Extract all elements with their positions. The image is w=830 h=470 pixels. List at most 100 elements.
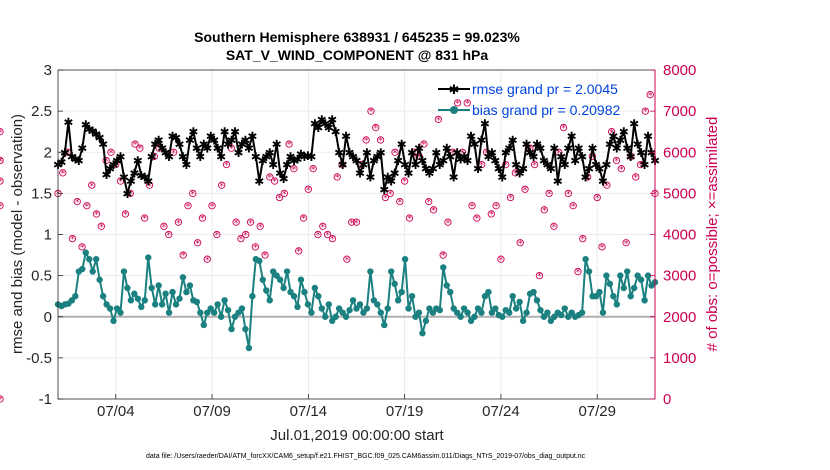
rmse-point: ✱ [466,129,476,143]
rmse-point: ✱ [581,170,591,184]
rmse-point: ✱ [102,168,112,182]
obs-possible-marker [328,234,337,243]
rmse-point: ✱ [206,129,216,143]
obs-assimilated-marker: * [412,149,417,159]
obs-assimilated-marker: * [330,235,335,245]
rmse-point: ✱ [334,146,344,160]
bias-point [179,274,187,281]
obs-assimilated-marker: * [508,194,513,204]
bias-point [96,276,103,283]
obs-assimilated-marker: * [552,223,557,233]
rmse-point: ✱ [497,170,507,184]
rmse-point: ✱ [560,158,570,172]
bias-point [322,313,329,320]
legend-rmse-marker: ✱ [449,83,460,98]
rmse-point: ✱ [563,142,573,156]
rmse-point: ✱ [67,150,77,164]
rmse-point: ✱ [115,150,125,164]
x-tick-label: 07/29 [578,403,616,420]
rmse-point: ✱ [147,150,157,164]
obs-assimilated-marker: * [268,174,273,184]
rmse-point: ✱ [487,146,497,160]
obs-possible-marker [343,255,351,263]
obs-possible-marker [83,202,91,210]
rmse-point: ✱ [199,138,209,152]
obs-possible-marker [400,177,409,185]
bias-point [641,297,648,304]
rmse-point: ✱ [445,150,455,164]
rmse-point: ✱ [362,146,372,160]
rmse-point: ✱ [185,133,195,147]
obs-possible-marker [0,395,4,403]
obs-possible-marker [271,177,279,185]
rmse-point: ✱ [126,175,136,189]
obs-possible-marker [141,214,149,222]
bias-point [72,292,79,300]
obs-possible-marker [208,202,216,210]
rmse-point: ✱ [438,154,448,168]
bias-point [422,317,430,325]
bias-point [110,317,117,325]
rmse-point: ✱ [195,150,205,164]
obs-possible-marker [362,136,370,144]
bias-point [224,306,232,314]
obs-possible-marker [376,136,385,144]
rmse-point: ✱ [268,158,278,172]
bias-point [440,264,447,271]
rmse-point: ✱ [84,123,94,137]
rmse-point: ✱ [525,146,535,160]
rmse-point: ✱ [233,146,243,160]
rmse-point: ✱ [476,133,486,147]
rmse-point: ✱ [376,146,386,160]
rmse-point: ✱ [168,129,178,143]
bias-point [127,297,135,304]
obs-possible-marker [299,214,308,222]
rmse-point: ✱ [442,142,452,156]
obs-assimilated-marker: * [186,202,191,212]
rmse-point: ✱ [463,154,473,168]
obs-assimilated-marker: * [407,215,412,225]
obs-assimilated-marker: * [253,243,258,253]
rmse-point: ✱ [473,162,483,176]
bias-point [419,330,426,337]
rmse-point: ✱ [449,170,459,184]
obs-assimilated-marker: * [176,219,181,229]
rmse-point: ✱ [227,133,237,147]
obs-assimilated-marker: * [70,235,75,245]
obs-assimilated-marker: * [258,223,263,233]
bias-point [582,255,589,263]
bias-point [516,298,523,306]
bias-point [200,321,207,329]
bias-point [367,268,374,275]
obs-assimilated-marker: * [287,141,292,151]
obs-possible-marker [193,239,202,247]
x-axis-label: Jul.01,2019 00:00:00 start [270,427,444,444]
obs-assimilated-marker: * [402,178,407,188]
bias-point [342,313,350,320]
obs-possible-marker [516,239,524,247]
rmse-point: ✱ [244,142,254,156]
obs-possible-marker [559,123,568,132]
bias-point [92,255,100,263]
rmse-point: ✱ [601,158,611,172]
chart-subtitle: SAT_V_WIND_COMPONENT @ 831 hPa [226,47,489,63]
rmse-point: ✱ [615,133,625,147]
obs-possible-marker [0,128,4,136]
rmse-point: ✱ [150,138,160,152]
rmse-point: ✱ [324,121,334,135]
bias-point [332,313,339,320]
rmse-point: ✱ [608,129,618,143]
bias-point [82,249,89,256]
obs-possible-marker [160,222,168,230]
obs-assimilated-marker: * [624,239,629,249]
obs-assimilated-marker: * [431,206,436,216]
obs-assimilated-marker: * [595,194,600,204]
obs-assimilated-marker: * [244,231,249,241]
rmse-point: ✱ [414,142,424,156]
rmse-point: ✱ [202,142,212,156]
rmse-point: ✱ [230,125,240,139]
rmse-point: ✱ [535,142,545,156]
rmse-point: ✱ [369,154,379,168]
obs-possible-marker [319,222,327,230]
